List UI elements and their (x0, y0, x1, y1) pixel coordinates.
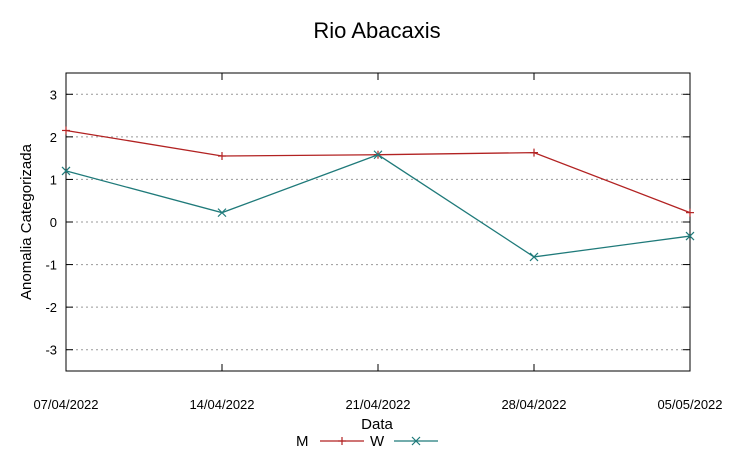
data-point (217, 208, 227, 218)
legend-label: W (370, 433, 385, 450)
legend-label: M (296, 433, 309, 450)
x-tick-label: 21/04/2022 (345, 397, 410, 412)
y-axis-label: Anomalia Categorizada (18, 143, 35, 300)
data-point (373, 150, 383, 160)
y-tick-label: 1 (50, 172, 57, 187)
x-axis: 07/04/2022 14/04/2022 21/04/2022 28/04/2022… (33, 73, 723, 412)
chart-title: Rio Abacaxis (313, 18, 440, 43)
y-tick-label: -2 (45, 300, 57, 315)
y-tick-label: 0 (50, 215, 57, 230)
y-axis: -3 -2 -1 0 1 2 3 (45, 87, 690, 358)
x-tick-label: 28/04/2022 (501, 397, 566, 412)
y-tick-label: 2 (50, 130, 57, 145)
x-tick-label: 14/04/2022 (189, 397, 254, 412)
data-point (411, 436, 421, 446)
series-m (62, 126, 694, 217)
data-point (61, 166, 71, 176)
series-w (61, 150, 695, 262)
grid (66, 93, 690, 351)
y-tick-label: -1 (45, 258, 57, 273)
data-point (685, 231, 695, 241)
x-axis-label: Data (361, 416, 393, 433)
series-line (65, 154, 691, 258)
y-tick-label: 3 (50, 87, 57, 102)
x-tick-label: 05/05/2022 (657, 397, 722, 412)
y-tick-label: -3 (45, 343, 57, 358)
x-tick-label: 07/04/2022 (33, 397, 98, 412)
data-point (529, 252, 539, 262)
series-line (65, 129, 691, 214)
series-layer (61, 126, 695, 262)
